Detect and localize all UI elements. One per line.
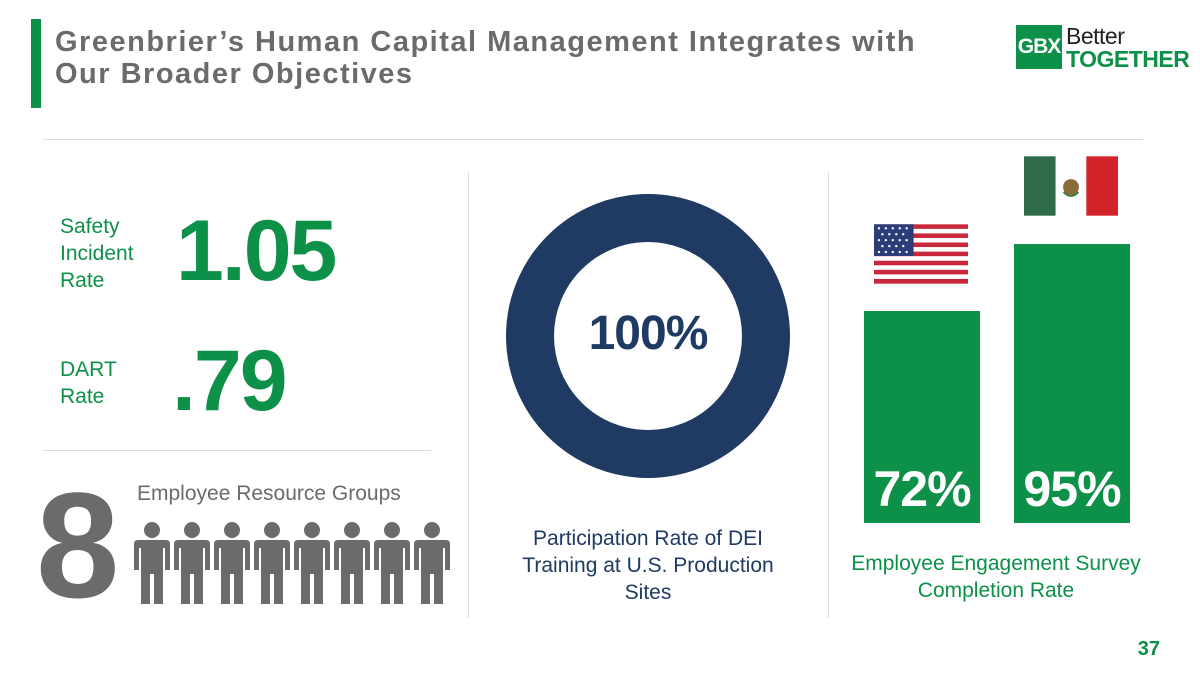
logo-box: GBX [1016, 25, 1062, 69]
person-icon [294, 522, 330, 604]
donut-data-label: 100% [588, 307, 709, 360]
header-divider [43, 139, 1143, 140]
section-divider [43, 450, 431, 451]
safety-incident-label: Safety Incident Rate [60, 215, 134, 292]
donut-slice [506, 194, 790, 478]
person-icon [134, 522, 170, 604]
dart-rate-value: .79 [172, 333, 288, 429]
person-icon [414, 522, 450, 604]
person-icon [174, 522, 210, 604]
page-title: Greenbrier’s Human Capital Management In… [55, 26, 917, 90]
survey-chart-label: Employee Engagement Survey Completion Ra… [851, 552, 1141, 602]
person-icon [334, 522, 370, 604]
column-divider-left [468, 172, 469, 618]
safety-incident-value: 1.05 [176, 203, 337, 299]
erg-label: Employee Resource Groups [137, 482, 401, 505]
dart-rate-label: DART Rate [60, 358, 117, 408]
erg-count: 8 [36, 461, 119, 629]
person-icon [374, 522, 410, 604]
person-icon [214, 522, 250, 604]
bar-us [864, 311, 980, 523]
gbx-logo: GBX Better TOGETHER [1016, 23, 1190, 73]
dei-chart-label: Participation Rate of DEI Training at U.… [522, 527, 774, 604]
people-icons [134, 522, 454, 604]
person-icon [254, 522, 290, 604]
page-number: 37 [1137, 638, 1160, 660]
us-flag-icon [874, 224, 968, 284]
logo-together-text: TOGETHER [1066, 46, 1190, 72]
title-accent-bar [31, 19, 41, 108]
logo-better-text: Better [1066, 23, 1125, 49]
bar-us-data-label: 72% [873, 461, 971, 517]
dei-donut-chart [506, 194, 790, 478]
mexico-flag-icon [1024, 156, 1118, 216]
bar-mexico [1014, 243, 1130, 523]
bar-mexico-data-label: 95% [1023, 461, 1121, 517]
column-divider-right [828, 172, 829, 618]
